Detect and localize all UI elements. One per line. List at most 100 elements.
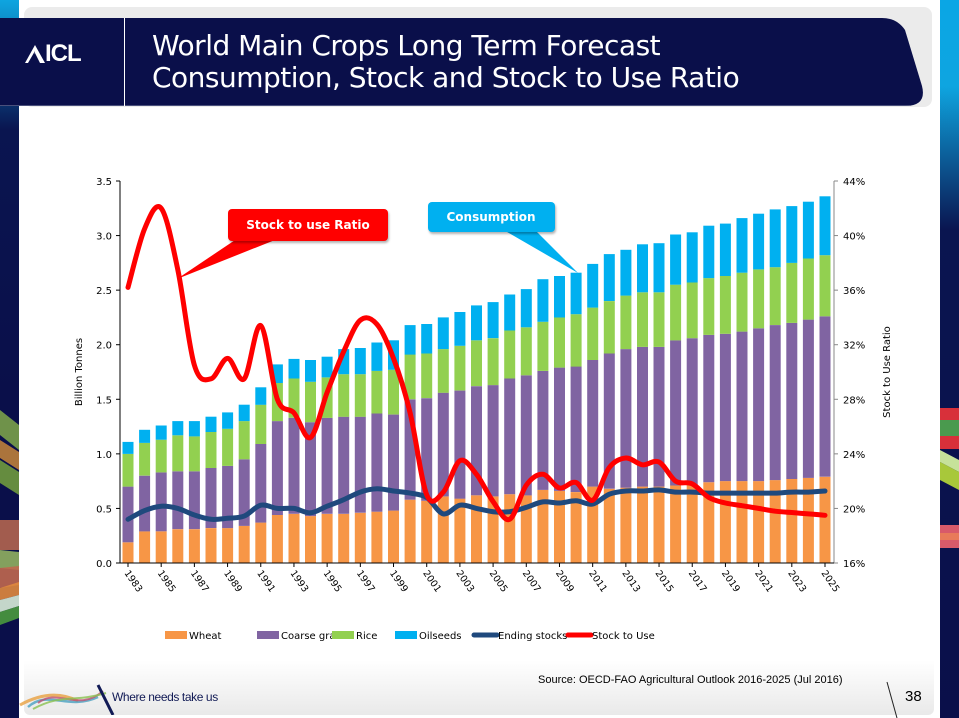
bar-wheat-1996	[338, 513, 350, 563]
bar-coarse-grains-1998	[371, 413, 383, 512]
y2-tick-label: 16%	[843, 559, 865, 570]
bar-rice-1984	[139, 442, 151, 476]
bar-wheat-2021	[753, 481, 765, 563]
bar-wheat-2011	[587, 486, 599, 563]
x-tick-label: 1993	[287, 568, 310, 594]
bar-oilseeds-1992	[271, 364, 283, 383]
bar-wheat-2002	[437, 496, 449, 563]
bar-coarse-grains-2019	[719, 333, 731, 482]
bar-oilseeds-2019	[719, 223, 731, 276]
y2-tick-label: 20%	[843, 504, 865, 515]
bar-oilseeds-1995	[321, 356, 333, 378]
bar-rice-2008	[537, 321, 549, 371]
y2-tick-label: 36%	[843, 286, 865, 297]
bar-wheat-2017	[686, 484, 698, 563]
title-line-2: Consumption, Stock and Stock to Use Rati…	[152, 61, 740, 94]
x-tick-label: 2007	[520, 568, 543, 594]
y-tick-label: 2.5	[96, 286, 112, 297]
bar-rice-2010	[570, 314, 582, 367]
bar-oilseeds-2001	[421, 324, 433, 354]
bar-wheat-1998	[371, 511, 383, 563]
bars-layer	[122, 196, 831, 563]
legend-swatch-rice	[332, 631, 354, 639]
bar-coarse-grains-2016	[670, 340, 682, 486]
legend-label-rice: Rice	[356, 631, 377, 642]
page-number-slash	[886, 681, 898, 718]
bar-wheat-1991	[255, 522, 267, 563]
x-tick-label: 2019	[719, 568, 742, 594]
bar-coarse-grains-1984	[139, 475, 151, 532]
bar-rice-2018	[703, 278, 715, 335]
bar-rice-2009	[554, 317, 565, 368]
legend: Wheat Coarse grains Rice Oilseeds Ending sto…	[165, 631, 655, 642]
bar-rice-2004	[471, 340, 482, 387]
x-tick-label: 1989	[221, 568, 244, 594]
x-tick-label: 2005	[487, 568, 510, 594]
x-tick-label: 2017	[686, 568, 709, 594]
bar-wheat-2023	[786, 479, 798, 563]
bar-wheat-1997	[354, 512, 366, 563]
bar-oilseeds-2010	[570, 272, 582, 315]
ribbon-logo-icon	[19, 684, 115, 715]
y2-tick-label: 32%	[843, 341, 865, 352]
bar-coarse-grains-1985	[155, 472, 167, 532]
callout-stock-to-use: Stock to use Ratio	[177, 209, 388, 279]
y-tick-label: 0.5	[96, 504, 112, 515]
bar-coarse-grains-2010	[570, 366, 582, 492]
bar-coarse-grains-2002	[437, 392, 449, 497]
bar-coarse-grains-2005	[487, 385, 499, 497]
bar-wheat-1987	[188, 529, 200, 563]
line-stock-to-use	[125, 204, 828, 523]
bar-oilseeds-2023	[786, 206, 798, 263]
x-tick-label: 2013	[619, 568, 642, 594]
bar-coarse-grains-2000	[404, 399, 416, 500]
bar-coarse-grains-2013	[620, 349, 632, 488]
bar-wheat-2006	[504, 494, 516, 563]
bar-wheat-2005	[487, 496, 499, 563]
x-tick-label: 2021	[752, 568, 775, 594]
bar-wheat-2025	[819, 476, 831, 563]
bar-coarse-grains-1997	[354, 416, 366, 513]
bar-oilseeds-1991	[255, 387, 267, 405]
y2-tick-label: 24%	[843, 450, 865, 461]
legend-label-stock-to-use: Stock to Use	[592, 631, 655, 642]
bar-oilseeds-1998	[371, 342, 383, 371]
bar-oilseeds-1984	[139, 429, 151, 443]
bar-wheat-1994	[305, 516, 316, 563]
x-tick-label: 2025	[819, 568, 842, 594]
bar-oilseeds-2009	[554, 276, 565, 318]
x-tick-label: 2015	[653, 568, 676, 594]
bar-coarse-grains-1988	[205, 468, 217, 528]
bar-oilseeds-1988	[205, 416, 217, 432]
bar-wheat-1984	[139, 531, 151, 563]
bar-coarse-grains-2001	[421, 398, 433, 501]
title-line-1: World Main Crops Long Term Forecast	[152, 29, 661, 62]
bar-oilseeds-2012	[603, 254, 615, 301]
y2-tick-label: 28%	[843, 395, 865, 406]
bar-oilseeds-2024	[802, 201, 814, 259]
bar-rice-1993	[288, 378, 300, 418]
bar-coarse-grains-2008	[537, 370, 549, 490]
icl-logo-icon	[25, 45, 45, 63]
bar-coarse-grains-2025	[819, 316, 831, 477]
bar-oilseeds-2022	[769, 209, 781, 268]
legend-label-wheat: Wheat	[189, 631, 222, 642]
bar-wheat-1993	[288, 513, 300, 563]
bar-rice-2023	[786, 262, 798, 323]
bar-wheat-1999	[388, 510, 399, 563]
y-tick-label: 0.0	[96, 559, 112, 570]
bar-coarse-grains-2009	[554, 367, 565, 491]
right-decorative-band	[940, 0, 959, 718]
bar-oilseeds-2016	[670, 234, 682, 285]
bar-coarse-grains-1990	[238, 459, 250, 526]
bar-rice-2003	[454, 345, 466, 391]
y2-tick-label: 40%	[843, 232, 865, 243]
bar-coarse-grains-2023	[786, 322, 798, 479]
bar-wheat-2019	[719, 481, 731, 563]
bar-rice-1989	[222, 428, 234, 466]
bar-coarse-grains-2007	[520, 375, 532, 496]
footer-tagline: Where needs take us	[112, 690, 218, 704]
bar-oilseeds-1986	[172, 421, 184, 436]
bar-rice-2005	[487, 338, 499, 386]
